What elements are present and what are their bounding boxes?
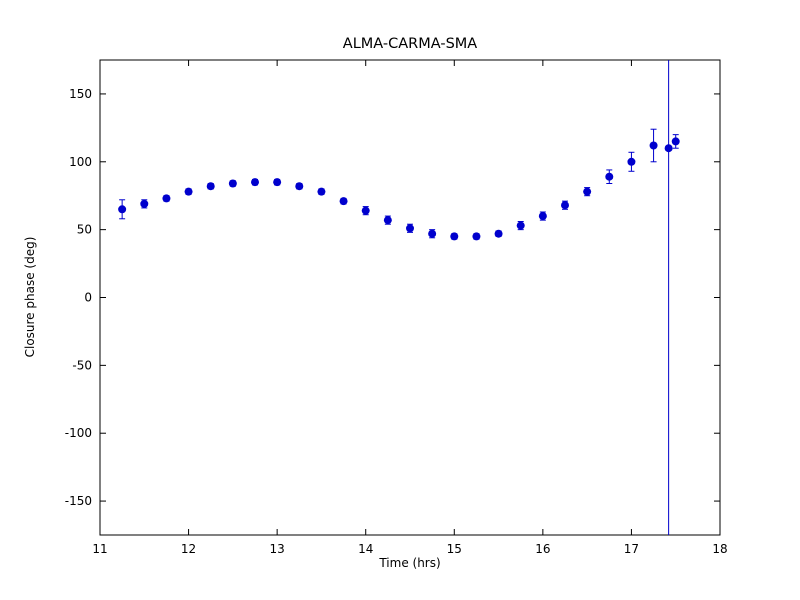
data-point	[118, 205, 127, 214]
data-point	[162, 194, 171, 203]
y-tick-label: 50	[77, 223, 92, 237]
data-point	[605, 172, 614, 181]
x-tick-label: 12	[181, 542, 196, 556]
data-point	[516, 221, 525, 230]
chart-title: ALMA-CARMA-SMA	[342, 36, 478, 52]
y-tick-label: -50	[72, 358, 92, 372]
data-point	[140, 199, 149, 208]
y-tick-label: 150	[69, 87, 92, 101]
data-point	[361, 206, 370, 215]
data-point	[406, 224, 414, 233]
data-point	[339, 197, 348, 206]
data-point	[664, 144, 673, 153]
axes-frame	[99, 59, 721, 536]
x-axis-label: Time (hrs)	[379, 556, 441, 570]
data-point	[428, 229, 437, 238]
data-point	[206, 182, 215, 191]
data-point	[627, 157, 636, 166]
data-point	[450, 232, 459, 241]
data-point	[494, 229, 503, 238]
x-tick-label: 16	[535, 542, 550, 556]
data-point	[472, 232, 481, 241]
x-tick-label: 13	[270, 542, 285, 556]
data-point	[583, 187, 592, 196]
data-point	[383, 216, 392, 225]
x-tick-label: 11	[92, 542, 107, 556]
x-tick-label: 15	[447, 542, 462, 556]
data-point	[295, 182, 304, 191]
data-point	[317, 187, 326, 196]
x-tick-label: 17	[624, 542, 639, 556]
data-point	[649, 141, 658, 150]
data-point	[561, 201, 569, 210]
data-point	[251, 178, 259, 187]
y-tick-label: -150	[65, 494, 92, 508]
y-tick-label: 0	[84, 291, 92, 305]
data-point	[671, 137, 680, 146]
y-tick-label: -100	[65, 426, 92, 440]
data-point	[273, 178, 282, 187]
x-tick-label: 14	[358, 542, 373, 556]
data-point	[228, 179, 237, 188]
data-point	[184, 187, 193, 196]
y-tick-label: 100	[69, 155, 92, 169]
data-point	[538, 212, 547, 221]
x-tick-label: 18	[712, 542, 727, 556]
